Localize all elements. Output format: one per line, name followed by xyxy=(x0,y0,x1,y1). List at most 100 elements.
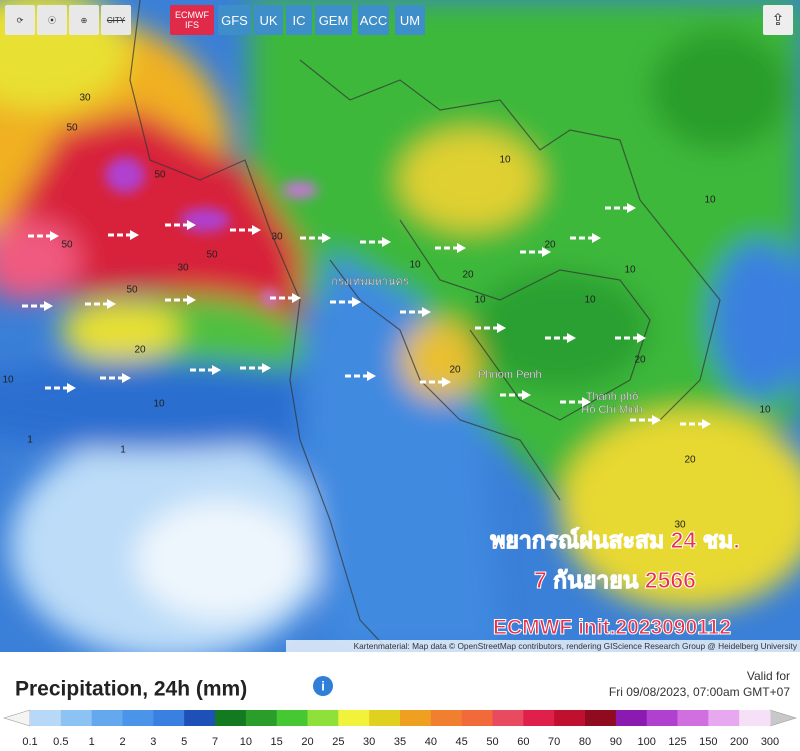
legend-label: 2 xyxy=(119,736,125,748)
wind-arrow-head xyxy=(592,233,601,243)
contour-label: 20 xyxy=(684,455,696,466)
contour-label: 30 xyxy=(177,263,189,274)
contour-label: 10 xyxy=(624,265,636,276)
location-button[interactable]: ⦿ xyxy=(37,5,67,35)
wind-arrow-head xyxy=(522,390,531,400)
legend-swatch xyxy=(461,710,493,726)
wind-arrow-head xyxy=(130,230,139,240)
legend-swatch xyxy=(492,710,524,726)
contour-label: 20 xyxy=(134,345,146,356)
legend-swatch xyxy=(430,710,463,726)
place-label: Hồ Chí Minh xyxy=(581,404,642,416)
wind-arrow-head xyxy=(542,247,551,257)
forecast-init: ECMWF init.2023090112 xyxy=(493,616,731,639)
wind-arrow-head xyxy=(567,333,576,343)
wind-arrow-head xyxy=(702,419,711,429)
contour-label: 10 xyxy=(499,155,511,166)
legend-label: 0.1 xyxy=(22,736,37,748)
wind-arrow-head xyxy=(322,233,331,243)
model-button[interactable]: GFS xyxy=(218,5,251,35)
wind-arrow-head xyxy=(367,371,376,381)
wind-arrow-head xyxy=(352,297,361,307)
legend-label: 300 xyxy=(761,736,779,748)
legend-label: 0.5 xyxy=(53,736,68,748)
legend-label: 100 xyxy=(637,736,655,748)
wind-arrow-head xyxy=(252,225,261,235)
legend-label: 50 xyxy=(486,736,498,748)
wind-arrow-head xyxy=(187,220,196,230)
wind-arrow-head xyxy=(627,203,636,213)
legend-swatch xyxy=(523,710,555,726)
legend-swatch xyxy=(615,710,648,726)
city-button[interactable]: CITY xyxy=(101,5,131,35)
model-button[interactable]: IC xyxy=(286,5,312,35)
contour-label: 20 xyxy=(462,270,474,281)
legend-label: 25 xyxy=(332,736,344,748)
valid-time: Fri 09/08/2023, 07:00am GMT+07 xyxy=(609,685,790,699)
contour-label: 30 xyxy=(271,232,283,243)
wind-arrow-head xyxy=(422,307,431,317)
legend-swatch xyxy=(400,710,432,726)
legend-swatch xyxy=(276,710,308,726)
wind-arrow-head xyxy=(44,301,53,311)
share-button[interactable]: ⇪ xyxy=(763,5,793,35)
contour-label: 10 xyxy=(409,260,421,271)
wind-arrow-head xyxy=(67,383,76,393)
legend-swatch xyxy=(184,710,216,726)
legend-swatch xyxy=(60,710,93,726)
contour-label: 10 xyxy=(153,399,165,410)
wind-arrow-head xyxy=(652,415,661,425)
wind-arrow-head xyxy=(262,363,271,373)
contour-label: 30 xyxy=(79,93,91,104)
zoom-button[interactable]: ⊕ xyxy=(69,5,99,35)
wind-arrow-head xyxy=(50,231,59,241)
contour-label: 1 xyxy=(120,445,126,456)
legend-swatch xyxy=(30,710,62,726)
legend-label: 20 xyxy=(301,736,313,748)
forecast-title: พยากรณ์ฝนสะสม 24 ชม. xyxy=(490,527,740,553)
model-button[interactable]: ECMWF IFS xyxy=(170,5,214,35)
wind-arrow-head xyxy=(457,243,466,253)
legend-label: 200 xyxy=(730,736,748,748)
legend-swatch xyxy=(369,710,401,726)
contour-label: 10 xyxy=(584,295,596,306)
legend-label: 80 xyxy=(579,736,591,748)
legend-label: 40 xyxy=(425,736,437,748)
wind-arrow-head xyxy=(212,365,221,375)
contour-label: 50 xyxy=(206,250,218,261)
legend-label: 60 xyxy=(517,736,529,748)
wind-arrow-head xyxy=(497,323,506,333)
model-button[interactable]: GEM xyxy=(315,5,352,35)
contour-label: 20 xyxy=(449,365,461,376)
contour-label: 1 xyxy=(27,435,33,446)
contour-label: 30 xyxy=(674,520,686,531)
wind-arrow-head xyxy=(292,293,301,303)
precipitation-field xyxy=(0,0,800,652)
wind-arrow-head xyxy=(637,333,646,343)
legend-label: 1 xyxy=(89,736,95,748)
legend-label: 5 xyxy=(181,736,187,748)
model-button[interactable]: ACC xyxy=(358,5,389,35)
legend-label: 70 xyxy=(548,736,560,748)
legend-swatch xyxy=(554,710,586,726)
legend-swatch xyxy=(338,710,370,726)
contour-label: 20 xyxy=(634,355,646,366)
contour-label: 50 xyxy=(61,240,73,251)
legend-swatch xyxy=(153,710,185,726)
info-icon[interactable] xyxy=(313,676,333,696)
contour-label: 50 xyxy=(154,170,166,181)
legend-end-low xyxy=(2,709,31,727)
model-button[interactable]: UM xyxy=(395,5,425,35)
refresh-button[interactable]: ⟳ xyxy=(5,5,35,35)
model-button[interactable]: UK xyxy=(254,5,283,35)
legend-swatch xyxy=(91,710,123,726)
wind-arrow-head xyxy=(187,295,196,305)
legend-label: 10 xyxy=(240,736,252,748)
legend-label: 3 xyxy=(150,736,156,748)
attribution-bg xyxy=(286,640,800,652)
attribution: Kartenmaterial: Map data © OpenStreetMap… xyxy=(354,641,798,651)
legend-label: 7 xyxy=(212,736,218,748)
legend-swatch xyxy=(245,710,278,726)
